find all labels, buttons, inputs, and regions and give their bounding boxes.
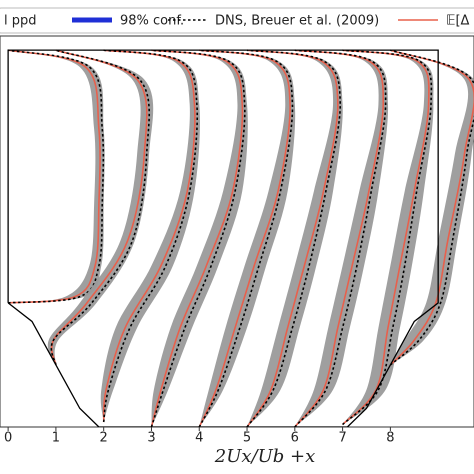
mean-line	[342, 49, 430, 426]
x-tick-label: 7	[338, 431, 346, 446]
ppd-band	[342, 50, 434, 425]
legend-label: DNS, Breuer et al. (2009)	[215, 14, 379, 29]
dns-line	[7, 49, 105, 304]
x-axis-label: 2Ux/Ub +x	[214, 446, 316, 467]
x-tick-label: 8	[386, 431, 394, 446]
legend-label: l ppd	[4, 14, 37, 29]
legend-label: 𝔼[Δ	[446, 14, 470, 29]
dns-line	[389, 49, 474, 366]
ppd-band	[247, 50, 343, 427]
legend: l ppd 98% conf. DNS, Breuer et al. (2009) 𝔼…	[0, 7, 474, 34]
ppd-band	[199, 50, 296, 427]
x-tick-label: 5	[243, 431, 251, 446]
x-tick-label: 3	[147, 431, 155, 446]
ppd-band	[100, 50, 200, 423]
geometry-line	[7, 49, 439, 427]
mean-line	[7, 49, 101, 304]
legend-box	[0, 7, 474, 34]
mean-line	[294, 49, 385, 427]
ppd-band	[390, 50, 474, 365]
plot-area	[7, 49, 474, 427]
x-tick-label: 4	[195, 431, 203, 446]
mean-line	[198, 49, 291, 427]
x-tick-label: 6	[291, 431, 299, 446]
dns-line	[246, 49, 342, 427]
ppd-band	[8, 50, 105, 303]
axes: 0 1 2 3 4 5 6 7 8	[4, 427, 395, 446]
dns-line	[102, 49, 199, 423]
mean-line	[150, 49, 244, 427]
ppd-band	[294, 50, 389, 427]
dns-line	[50, 49, 150, 366]
legend-label: 98% conf.	[120, 14, 184, 29]
x-tick-label: 1	[52, 431, 60, 446]
ppd-band	[151, 50, 248, 427]
mean-line	[246, 49, 339, 427]
x-tick-label: 2	[100, 431, 108, 446]
dns-line	[294, 49, 387, 427]
x-tick-label: 0	[4, 431, 12, 446]
mean-line	[102, 49, 196, 423]
mean-line	[389, 49, 474, 366]
